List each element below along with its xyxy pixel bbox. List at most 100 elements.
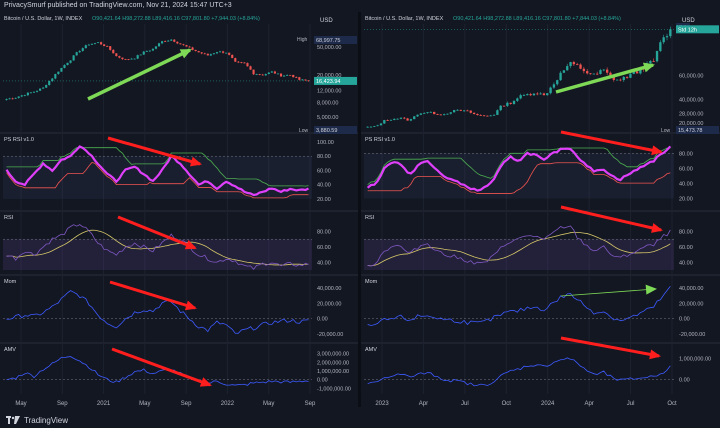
right-rsi-band [364, 239, 674, 270]
right-low-badge [676, 126, 719, 134]
left-time-tick-7: Sep [305, 401, 316, 407]
right-candle-57-body [556, 80, 559, 85]
right-candle-55-body [549, 87, 552, 94]
left-high-value: 68,997.75 [316, 38, 340, 44]
left-candle-0-body [5, 99, 8, 101]
left-pane-3-bg [0, 276, 358, 342]
right-mom-green-dashed-arrow-shaft [560, 288, 656, 297]
left-last-price-badge [314, 76, 357, 85]
left-rsi-band [3, 239, 312, 270]
left-rsi-line [6, 224, 309, 270]
right-candle-73-body [609, 72, 612, 77]
right-price-green-arrow-shaft [555, 63, 654, 94]
right-candle-0-body [366, 126, 369, 128]
left-candle-21-body [69, 60, 72, 63]
left-low-label: Low [299, 128, 309, 134]
left-chart-panel[interactable]: May Sep 2021 May Sep 2022 May Sep Bitcoin / U.S.… [0, 12, 358, 407]
left-candle-98-body [304, 79, 307, 81]
left-candle-42-body [133, 58, 136, 60]
right-candle-77-body [622, 76, 625, 81]
left-psrsi-red-arrow-head [189, 156, 202, 167]
left-candle-76-body [237, 61, 240, 63]
right-candle-58-body [559, 72, 562, 81]
right-candle-82-body [639, 68, 642, 74]
right-ps-rsi-lower-band-line [367, 162, 671, 194]
right-rsi-line [367, 225, 671, 267]
right-candle-25-body [449, 112, 452, 114]
left-ps_rsi-tick-1: 80.00 [317, 154, 331, 160]
right-candle-78-body [625, 76, 629, 78]
left-candle-71-body [222, 51, 225, 53]
left-candle-95-body [295, 77, 298, 78]
right-candle-7-body [389, 119, 393, 121]
left-candle-47-body [148, 50, 151, 52]
left-ps_rsi-tick-4: 20.00 [317, 197, 331, 203]
left-candle-6-body [23, 95, 26, 96]
left-candle-72-body [225, 52, 228, 54]
right-time-tick-4: 2024 [541, 401, 555, 407]
left-time-tick-0: May [15, 401, 26, 407]
left-candle-50-body [157, 43, 161, 47]
right-candle-64-body [579, 64, 582, 69]
left-candle-84-body [261, 74, 264, 76]
left-candle-73-body [228, 52, 231, 55]
left-amv-label: AMV [4, 347, 16, 353]
left-chart-svg[interactable]: May Sep 2021 May Sep 2022 May Sep Bitcoin / U.S.… [0, 12, 358, 407]
left-rsi-tick-1: 60.00 [317, 245, 331, 251]
right-rsi-label: RSI [365, 215, 375, 221]
right-ps_rsi-label: PS RSI v1.0 [365, 137, 395, 143]
left-price-tick-3: 12,000.00 [317, 88, 341, 94]
right-candle-41-body [502, 105, 506, 107]
panel-divider[interactable] [358, 12, 361, 407]
right-candle-22-body [439, 114, 443, 116]
left-time-tick-6: May [263, 401, 274, 407]
right-time-tick-7: Oct [667, 401, 677, 407]
right-candle-24-body [446, 113, 449, 115]
left-candle-94-body [292, 74, 295, 78]
left-price-tick-5: 5,000.00 [317, 115, 338, 121]
left-candle-9-body [32, 91, 36, 93]
right-candle-89-body [662, 37, 665, 43]
right-candle-10-body [399, 117, 403, 119]
left-candle-70-body [218, 51, 222, 53]
right-ps_rsi-line [366, 145, 672, 192]
left-candle-14-body [48, 80, 51, 86]
right-candle-75-body [615, 79, 619, 81]
left-candle-10-body [35, 90, 39, 92]
left-low-badge [314, 126, 357, 134]
right-candle-56-body [552, 84, 556, 88]
left-candle-64-body [200, 52, 203, 54]
right-candle-31-body [469, 110, 472, 113]
left-amv-red-arrow-shaft [111, 347, 211, 387]
right-low-label: Low [661, 128, 671, 134]
right-candle-88-body [659, 42, 662, 51]
right-chart-svg[interactable]: 2023 Apr Jul Oct 2024 Apr Jul Oct Bitcoin / U.S.… [361, 12, 720, 407]
left-candle-1-body [8, 98, 11, 100]
right-candle-33-body [476, 114, 479, 116]
left-ohlc-readout: O90,421.64 H98,272.88 L89,416.16 C97,801… [92, 16, 260, 22]
left-candle-20-body [66, 62, 69, 66]
publish-header: PrivacySmurf published on TradingView.co… [4, 2, 232, 9]
right-price-tick-0: 60,000.00 [679, 74, 703, 80]
right-candle-81-body [635, 71, 639, 74]
left-candle-91-body [283, 75, 286, 77]
left-candle-69-body [215, 52, 219, 54]
left-amv-red-arrow-head [199, 377, 212, 387]
right-candle-30-body [466, 110, 469, 112]
right-chart-panel[interactable]: 2023 Apr Jul Oct 2024 Apr Jul Oct Bitcoin / U.S.… [361, 12, 720, 407]
left-mom-tick-0: 40,000.00 [317, 286, 341, 292]
right-ps-rsi-upper-band-line [367, 147, 671, 186]
right-mom-tick-3: -20,000.00 [679, 332, 705, 338]
right-candle-13-body [409, 119, 413, 121]
left-candle-5-body [20, 95, 23, 97]
left-pane-1-bg [0, 134, 358, 210]
right-price-tick-2: 28,000.00 [679, 111, 703, 117]
right-ohlc-readout: O90,421.64 H98,272.88 L89,416.16 C97,801… [453, 16, 621, 22]
right-candle-85-body [649, 60, 652, 64]
left-candle-3-body [14, 97, 17, 99]
left-mom-red-arrow-shaft [109, 280, 196, 310]
right-time-tick-1: Apr [419, 401, 428, 407]
left-last-price-value: 16,423.94 [316, 79, 340, 85]
right-candle-40-body [499, 105, 502, 111]
left-price-tick-1: 50,000.00 [317, 45, 341, 51]
